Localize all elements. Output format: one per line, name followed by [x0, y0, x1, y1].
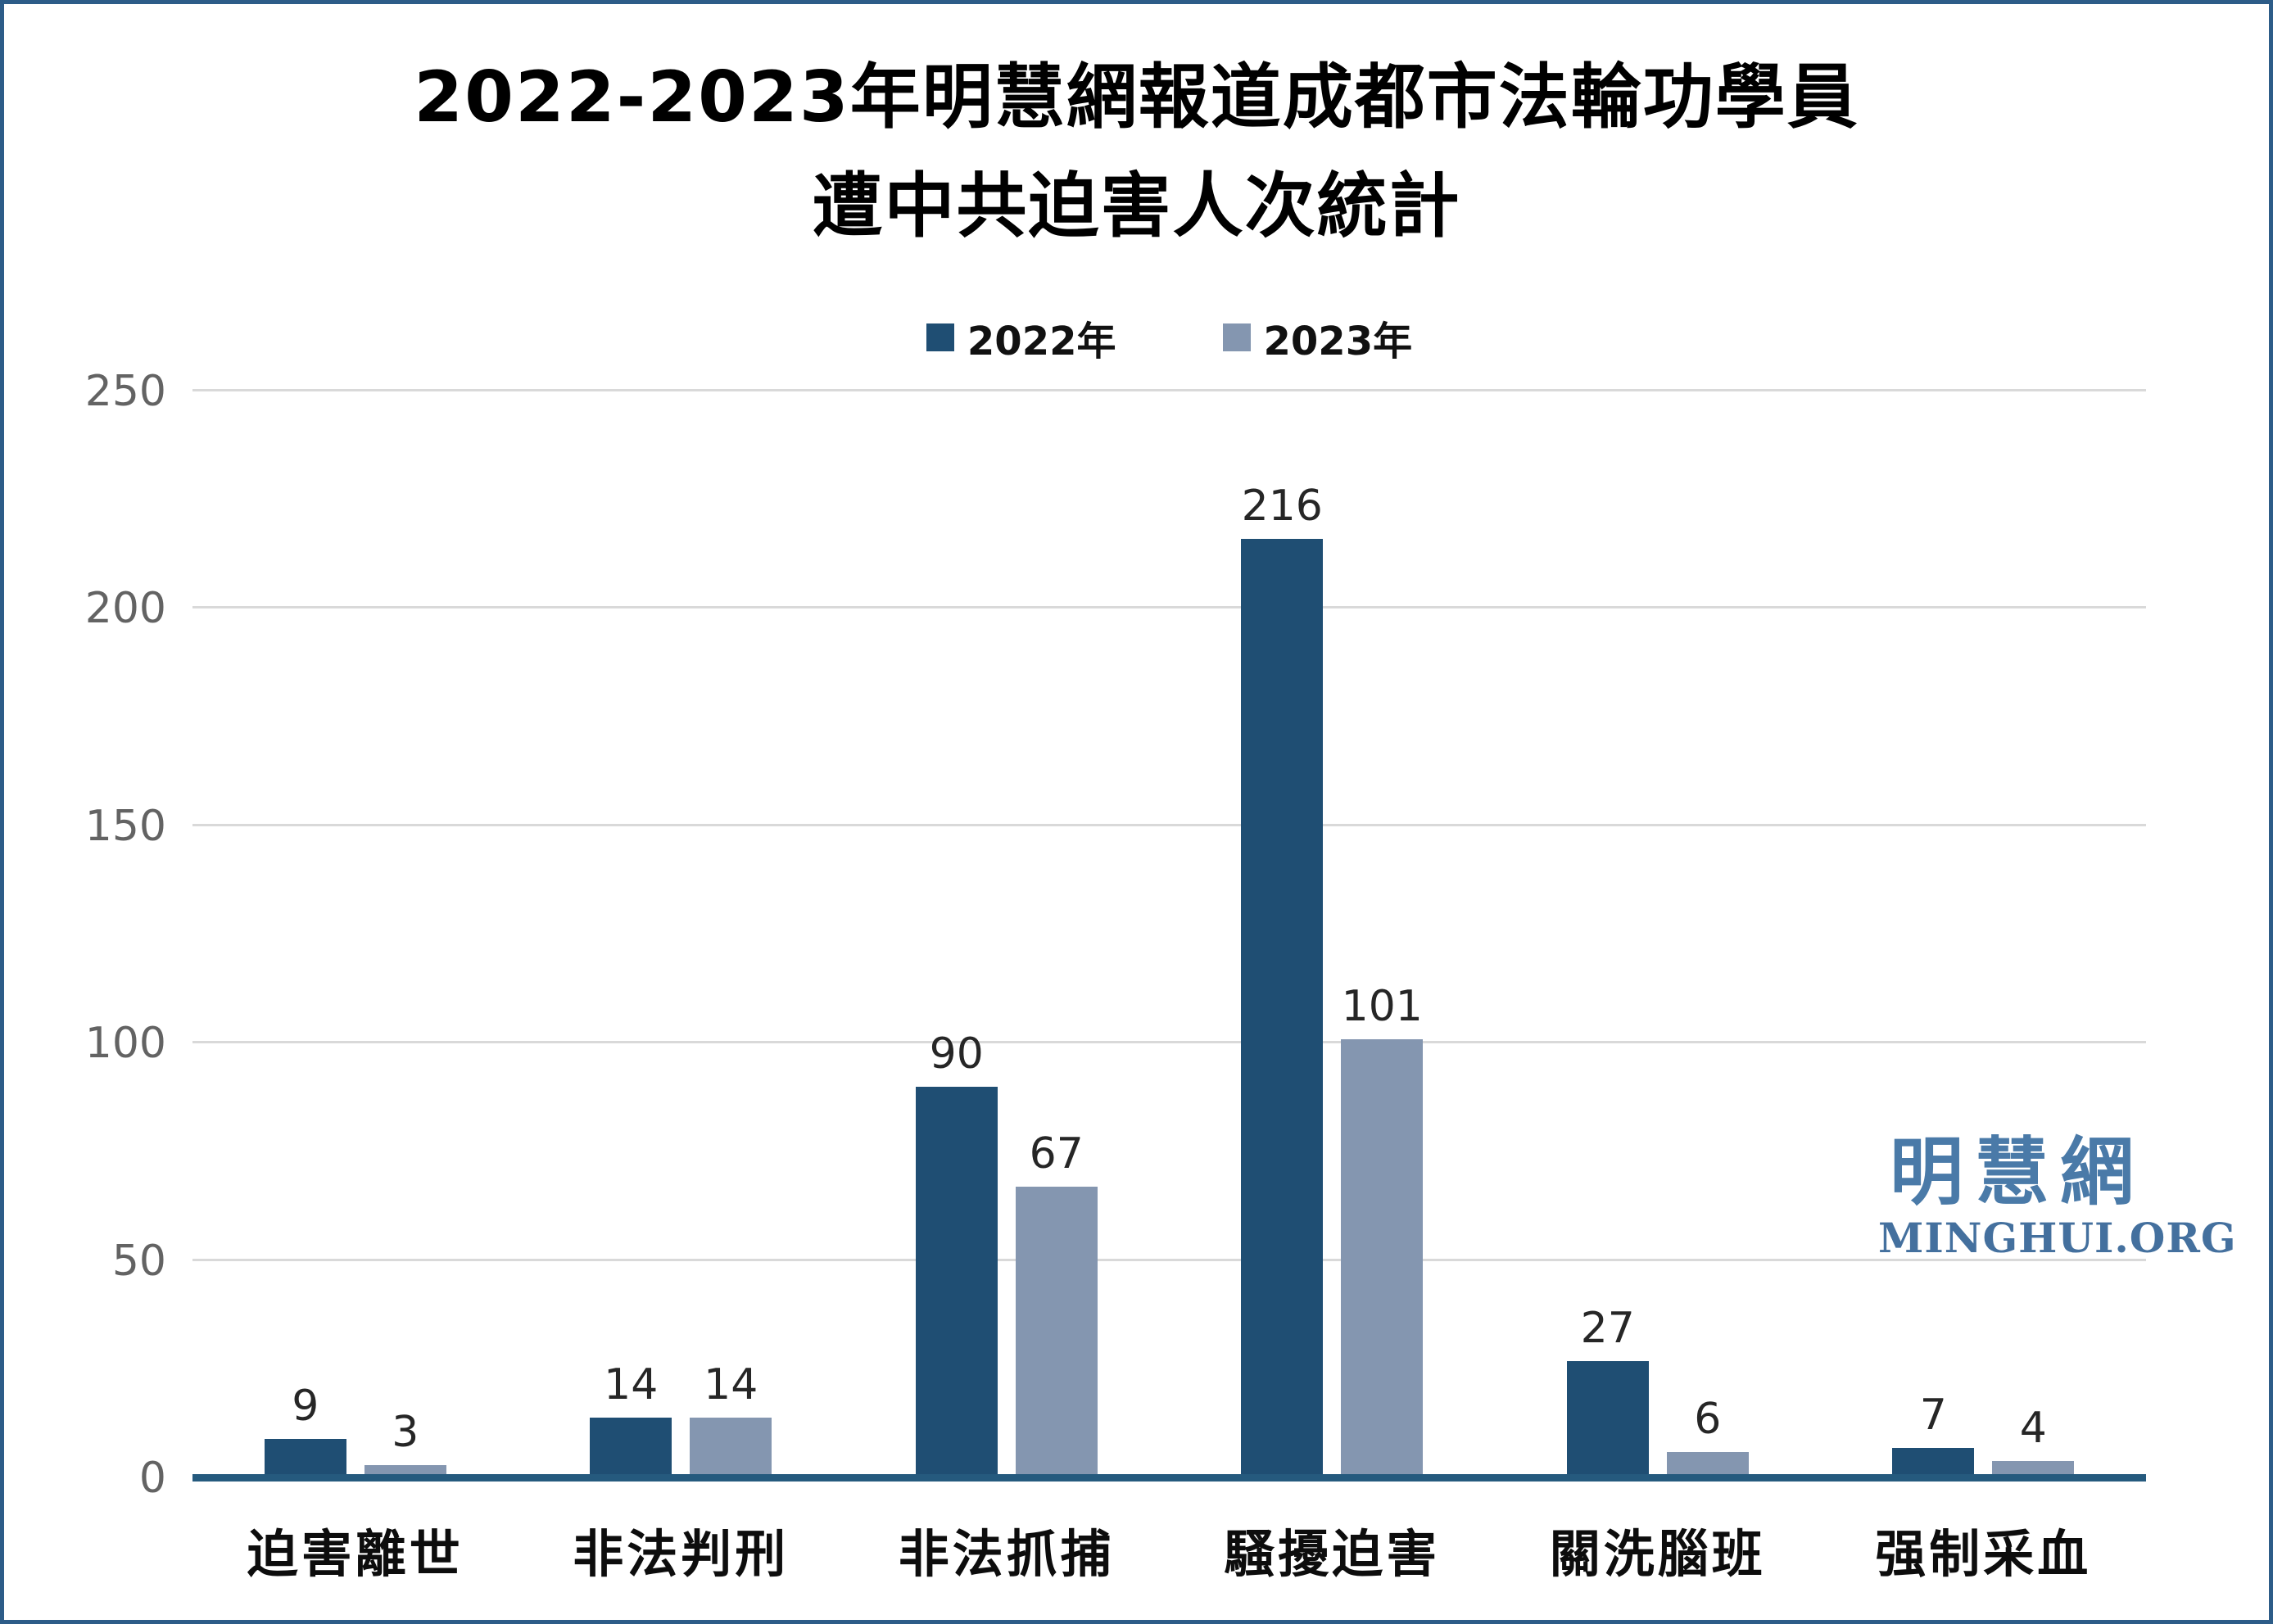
- bar-group: 216 101: [1170, 391, 1496, 1478]
- legend-item-2022: 2022年: [926, 309, 1116, 366]
- x-axis-labels: 迫害離世 非法判刑 非法抓捕 騷擾迫害 關洗腦班 强制采血: [192, 1513, 2146, 1586]
- bar-2022年-關洗腦班: 27: [1566, 1307, 1649, 1478]
- bar-value-label: 6: [1694, 1395, 1722, 1445]
- plot-area: 9 3 14 14 90 67 216 101 27 6 7 4 迫害離世 非法判刑 非法抓捕 騷擾迫害 關洗…: [85, 370, 2146, 1584]
- gridline: [192, 389, 2146, 391]
- bar-value-label: 7: [1919, 1390, 1947, 1440]
- y-tick-label: 100: [84, 1019, 166, 1069]
- bar-value-label: 90: [929, 1029, 984, 1079]
- bar-2022年-騷擾迫害: 216: [1241, 485, 1324, 1478]
- bar-2022年-迫害離世: 9: [264, 1385, 346, 1478]
- bar-value-label: 4: [2019, 1403, 2047, 1453]
- bar-value-label: 14: [604, 1359, 659, 1409]
- bar-2023年-非法判刑: 14: [690, 1364, 772, 1478]
- bar-group: 14 14: [518, 391, 844, 1478]
- bar-group: 27 6: [1495, 391, 1821, 1478]
- gridline: [192, 1041, 2146, 1044]
- bar-2023年-騷擾迫害: 101: [1341, 985, 1424, 1478]
- x-axis-line: [192, 1474, 2146, 1482]
- bar-value-label: 216: [1241, 482, 1323, 532]
- legend-label-2022: 2022年: [967, 319, 1116, 364]
- watermark-latin-text: MINGHUI.ORG: [1878, 1214, 2237, 1262]
- bar-2023年-關洗腦班: 6: [1666, 1398, 1749, 1478]
- bar-value-label: 27: [1580, 1303, 1635, 1353]
- bar-value-label: 67: [1029, 1129, 1084, 1179]
- chart-title: 2022-2023年明慧網報道成都市法輪功學員 遭中共迫害人次統計: [4, 43, 2269, 262]
- y-tick-label: 0: [138, 1454, 166, 1503]
- bar-2022年-非法抓捕: 90: [915, 1033, 998, 1478]
- category-label: 非法判刑: [573, 1524, 790, 1584]
- bar-groups: 9 3 14 14 90 67 216 101 27 6 7 4: [192, 391, 2146, 1478]
- legend-swatch-2022: [926, 323, 954, 351]
- bar-value-label: 9: [292, 1382, 319, 1432]
- category-label: 騷擾迫害: [1224, 1524, 1441, 1584]
- chart-title-line1: 2022-2023年明慧網報道成都市法輪功學員: [414, 57, 1859, 138]
- category-label: 迫害離世: [247, 1524, 464, 1584]
- gridline: [192, 1258, 2146, 1261]
- legend: 2022年 2023年: [192, 309, 2146, 366]
- bar-2022年-强制采血: 7: [1892, 1394, 1975, 1478]
- watermark-cjk-text: 明慧網: [1890, 1129, 2145, 1215]
- y-tick-label: 150: [84, 801, 166, 851]
- bar-value-label: 101: [1341, 981, 1423, 1031]
- chart-title-line2: 遭中共迫害人次統計: [812, 165, 1461, 248]
- y-tick-label: 50: [111, 1236, 166, 1286]
- bar-2023年-非法抓捕: 67: [1015, 1133, 1098, 1478]
- legend-swatch-2023: [1222, 323, 1251, 351]
- category-label: 關洗腦班: [1549, 1524, 1766, 1584]
- legend-label-2023: 2023年: [1263, 319, 1413, 364]
- bar-group: 90 67: [844, 391, 1170, 1478]
- bar-value-label: 3: [392, 1408, 419, 1458]
- watermark: 明慧網 MINGHUI.ORG: [1878, 1129, 2237, 1262]
- category-label: 强制采血: [1875, 1524, 2092, 1584]
- legend-item-2023: 2023年: [1222, 309, 1413, 366]
- gridline: [192, 606, 2146, 609]
- gridline: [192, 823, 2146, 826]
- bar-2022年-非法判刑: 14: [590, 1364, 672, 1478]
- bar-value-label: 14: [704, 1359, 758, 1409]
- y-tick-label: 200: [84, 584, 166, 634]
- y-tick-label: 250: [84, 367, 166, 416]
- bar-2023年-强制采血: 4: [1992, 1407, 2075, 1478]
- category-label: 非法抓捕: [898, 1524, 1115, 1584]
